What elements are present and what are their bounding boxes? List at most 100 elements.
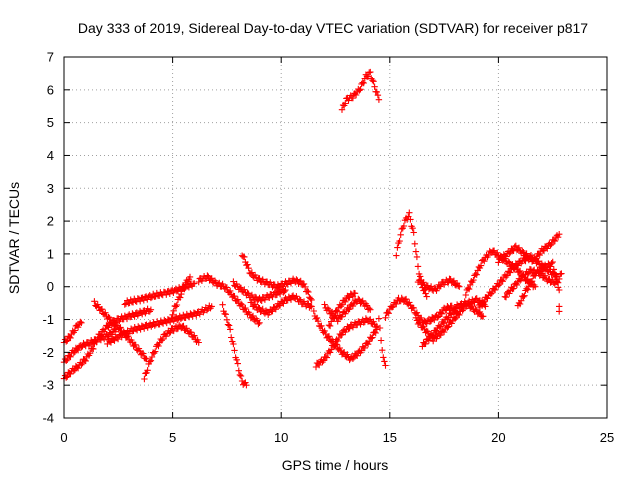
data-point — [407, 216, 414, 223]
data-point — [437, 331, 444, 339]
data-point — [105, 324, 112, 331]
data-point — [109, 317, 117, 324]
data-point — [280, 300, 287, 307]
data-point — [413, 253, 421, 261]
data-point — [249, 312, 257, 320]
data-point — [235, 367, 242, 374]
data-point — [148, 353, 156, 361]
data-point — [528, 258, 536, 265]
data-point — [231, 347, 238, 354]
data-point — [328, 346, 335, 353]
data-point — [219, 301, 226, 308]
data-point — [204, 272, 211, 279]
data-point — [505, 258, 512, 265]
data-point — [307, 295, 314, 302]
data-point — [173, 301, 181, 309]
data-point — [544, 245, 551, 252]
data-point — [437, 323, 444, 330]
data-point — [355, 295, 362, 303]
data-point — [173, 325, 181, 333]
data-point — [424, 328, 431, 335]
data-point — [236, 371, 244, 379]
data-point — [90, 339, 97, 347]
data-point — [482, 303, 489, 310]
data-point — [238, 301, 246, 309]
data-point — [177, 294, 184, 301]
data-point — [360, 79, 367, 87]
data-point — [282, 286, 289, 294]
data-point — [549, 276, 556, 283]
data-point — [111, 337, 118, 344]
data-point — [516, 277, 524, 284]
data-point — [255, 320, 262, 328]
data-point — [510, 285, 517, 292]
data-point — [434, 314, 441, 321]
data-point — [144, 296, 151, 303]
data-point — [259, 305, 266, 313]
data-point — [144, 367, 151, 374]
data-point — [121, 301, 128, 308]
data-point — [237, 284, 245, 292]
data-point — [472, 270, 479, 278]
data-points — [60, 68, 565, 389]
data-point — [342, 310, 349, 317]
y-tick-label: 4 — [47, 148, 54, 163]
data-point — [377, 337, 385, 344]
data-point — [276, 290, 284, 298]
data-point — [147, 294, 155, 302]
data-point — [370, 78, 377, 85]
data-point — [406, 209, 413, 216]
data-point — [423, 293, 430, 300]
data-point — [518, 297, 525, 304]
data-point — [118, 334, 125, 341]
data-point — [98, 306, 106, 313]
data-point — [342, 100, 349, 107]
data-point — [553, 278, 561, 285]
data-point — [195, 339, 202, 346]
data-point — [375, 96, 383, 103]
data-point — [293, 276, 300, 283]
data-point — [556, 231, 563, 238]
data-point — [241, 253, 248, 261]
data-point — [369, 334, 376, 341]
data-point — [230, 340, 237, 348]
data-point — [451, 315, 459, 323]
data-point — [158, 337, 165, 344]
data-point — [510, 265, 517, 272]
data-point — [477, 262, 485, 269]
data-point — [433, 328, 440, 335]
data-point — [276, 302, 284, 309]
data-point — [417, 277, 424, 284]
data-point — [346, 325, 353, 332]
x-tick-label: 10 — [274, 430, 288, 445]
data-point — [325, 322, 333, 329]
x-tick-label: 15 — [383, 430, 397, 445]
data-point — [476, 303, 484, 311]
data-point — [323, 354, 330, 361]
data-point — [366, 305, 373, 312]
data-point — [368, 335, 375, 342]
data-point — [402, 295, 410, 303]
data-point — [381, 358, 388, 365]
data-point — [470, 276, 477, 284]
data-point — [305, 288, 312, 296]
data-point — [389, 303, 397, 310]
data-point — [251, 301, 259, 308]
data-point — [227, 287, 234, 295]
data-point — [334, 308, 341, 315]
data-point — [550, 266, 557, 273]
data-point — [234, 296, 241, 303]
data-point — [437, 282, 444, 290]
data-point — [344, 351, 351, 358]
data-point — [540, 247, 548, 254]
data-point — [227, 326, 234, 333]
data-point — [393, 300, 400, 308]
data-point — [440, 328, 448, 336]
data-point — [380, 354, 387, 361]
data-point — [314, 318, 322, 325]
data-point — [324, 333, 332, 341]
data-point — [237, 372, 245, 380]
data-point — [152, 348, 159, 355]
x-tick-label: 5 — [169, 430, 176, 445]
data-point — [308, 296, 315, 304]
